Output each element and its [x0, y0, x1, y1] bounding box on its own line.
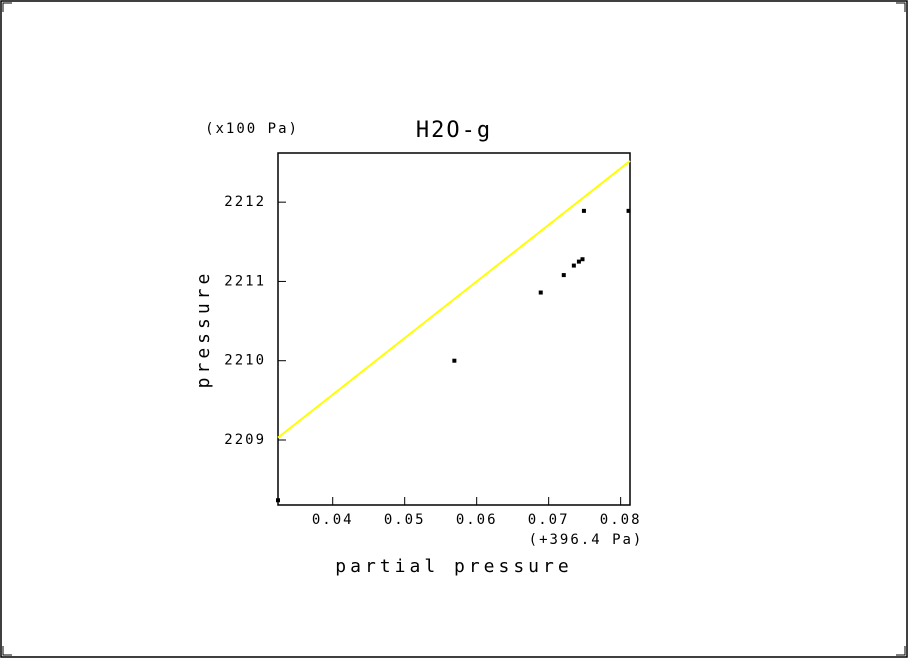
fit-line	[277, 160, 631, 439]
point	[561, 273, 566, 278]
x-axis-label: partial pressure	[335, 556, 572, 577]
x-tick-label: 0.06	[456, 512, 498, 528]
y-tick-label: 2210	[224, 353, 266, 369]
point	[571, 263, 576, 268]
point	[580, 257, 585, 262]
point	[538, 290, 543, 295]
y-axis-label: pressure	[193, 270, 214, 389]
x-tick-label: 0.08	[600, 512, 642, 528]
y-unit: (x100 Pa)	[205, 121, 299, 137]
point	[626, 208, 631, 213]
x-offset: (+396.4 Pa)	[529, 532, 644, 548]
point	[581, 208, 586, 213]
y-tick-label: 2209	[224, 432, 266, 448]
point	[276, 498, 280, 503]
x-tick-label: 0.07	[528, 512, 570, 528]
x-tick-label: 0.04	[312, 512, 354, 528]
plot-box	[277, 152, 631, 506]
chart-title: H2O-g	[416, 118, 492, 143]
point	[452, 358, 457, 363]
x-tick-label: 0.05	[384, 512, 426, 528]
y-tick-label: 2212	[224, 194, 266, 210]
point	[576, 259, 581, 264]
y-tick-label: 2211	[224, 273, 266, 289]
